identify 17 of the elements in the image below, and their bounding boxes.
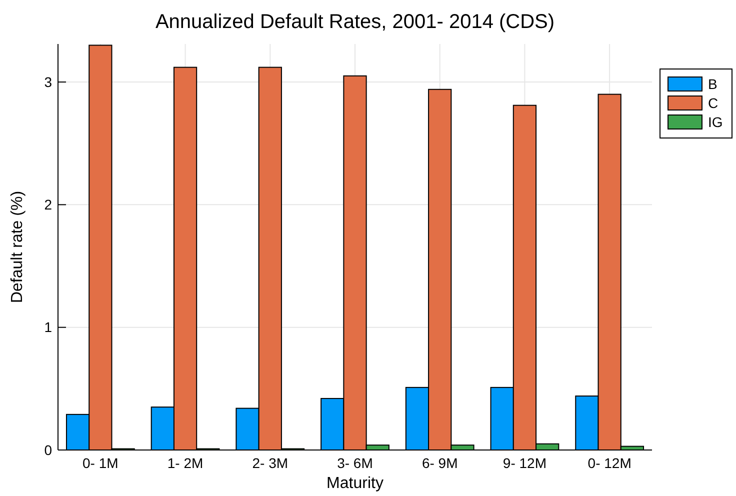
legend-label: C [708, 94, 718, 111]
y-axis-title: Default rate (%) [9, 190, 26, 304]
x-tick-label: 1- 2M [167, 455, 204, 471]
x-tick-label: 6- 9M [422, 455, 458, 471]
y-tick-label: 0 [44, 442, 52, 458]
x-axis-title: Maturity [326, 475, 384, 492]
legend-label: IG [708, 114, 723, 130]
y-tick-label: 2 [44, 196, 52, 213]
legend-label: B [708, 76, 718, 92]
x-tick-label: 0- 1M [82, 455, 118, 471]
chart-title: Annualized Default Rates, 2001- 2014 (CDS) [155, 11, 555, 33]
y-tick-label: 3 [44, 74, 52, 90]
x-tick-label: 9- 12M [502, 455, 547, 471]
y-tick-label: 1 [44, 319, 52, 336]
x-tick-label: 2- 3M [252, 455, 288, 471]
x-tick-label: 3- 6M [337, 455, 373, 471]
x-tick-label: 0- 12M [588, 455, 632, 471]
